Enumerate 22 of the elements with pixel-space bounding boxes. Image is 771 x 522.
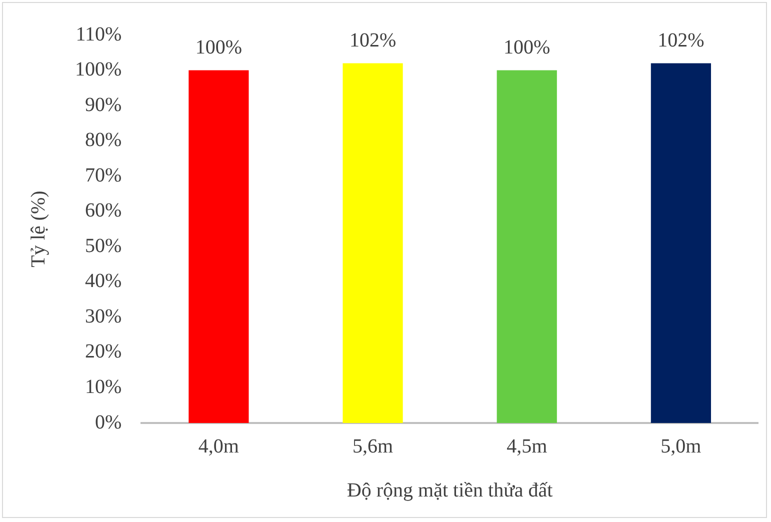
data-label: 102%: [349, 29, 396, 52]
y-tick-label: 80%: [84, 129, 122, 152]
y-tick-label: 50%: [84, 234, 122, 257]
y-tick-label: 100%: [74, 58, 122, 81]
x-axis-title: Độ rộng mặt tiền thửa đất: [346, 479, 554, 502]
y-tick-label: 20%: [84, 340, 122, 363]
data-label: 102%: [658, 29, 704, 52]
y-tick-label: 40%: [84, 270, 122, 292]
y-tick-label: 110%: [76, 23, 122, 46]
y-axis-title: Tỷ lệ (%): [27, 190, 50, 268]
y-tick-label: 90%: [84, 94, 122, 116]
x-tick-label: 5,6m: [352, 435, 394, 458]
x-tick-label: 4,5m: [506, 435, 548, 458]
x-tick-label: 5,0m: [660, 435, 702, 458]
y-tick-label: 10%: [84, 376, 122, 398]
y-tick-label: 70%: [84, 164, 122, 186]
y-tick-label: 30%: [84, 305, 122, 328]
x-tick-label: 4,0m: [198, 435, 240, 458]
data-label: 100%: [504, 36, 550, 59]
y-tick-label: 0%: [94, 411, 122, 434]
y-tick-label: 60%: [84, 200, 122, 222]
data-label: 100%: [195, 36, 242, 59]
